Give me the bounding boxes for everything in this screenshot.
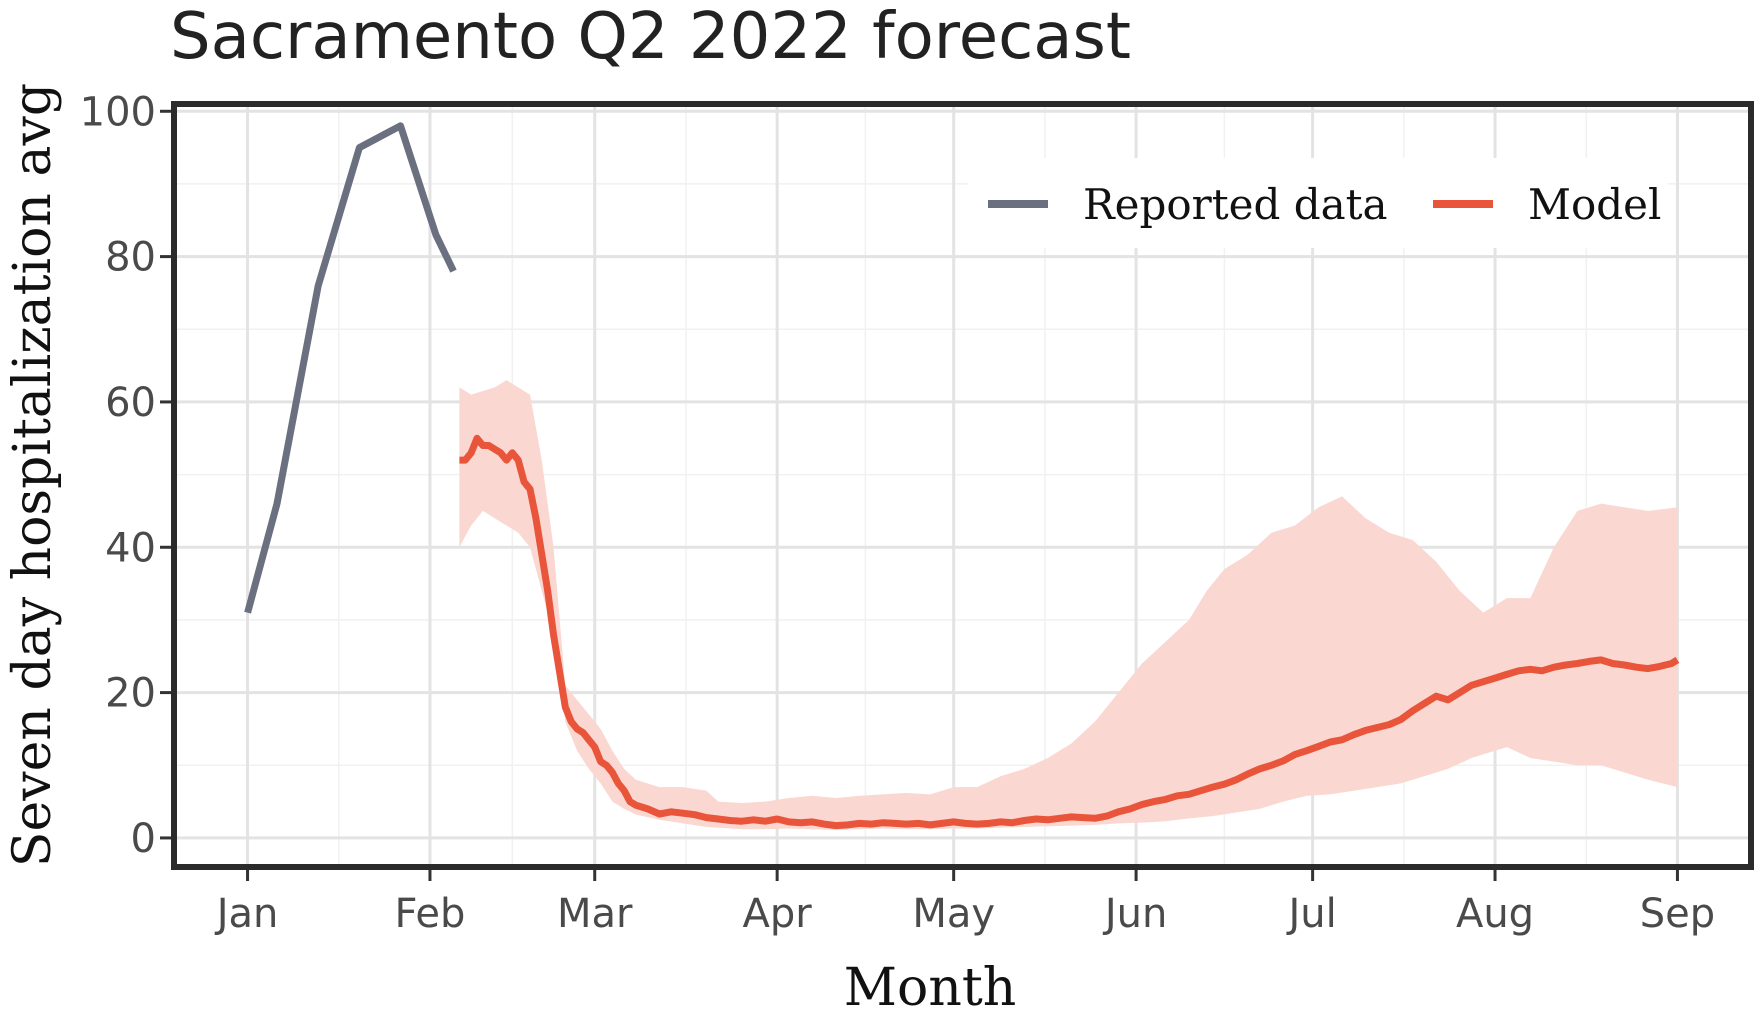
x-tick-label: Apr	[743, 891, 813, 937]
legend-background-layer	[968, 158, 1668, 248]
x-tick-label: Aug	[1456, 891, 1534, 937]
x-tick-label: Mar	[557, 891, 633, 937]
x-tick-label: Feb	[395, 891, 466, 937]
y-axis-title: Seven day hospitalization avg	[3, 83, 63, 867]
y-tick-label: 80	[105, 235, 156, 281]
legend-background	[968, 158, 1668, 248]
model-line	[459, 434, 1680, 830]
confidence-band-layer	[459, 380, 1678, 830]
y-tick-label: 0	[131, 816, 156, 862]
legend: Reported data Model	[988, 180, 1661, 229]
legend-label-model: Model	[1528, 180, 1661, 229]
chart-title: Sacramento Q2 2022 forecast	[170, 0, 1131, 74]
y-axis: 0 20 40 60 80 100	[80, 89, 171, 862]
reported-data-line	[244, 122, 457, 614]
plot-frame	[171, 101, 1754, 870]
x-axis-title: Month	[844, 958, 1016, 1018]
x-axis: Jan Feb Mar Apr May Jun Jul Aug Sep	[214, 870, 1715, 937]
y-tick-label: 40	[105, 525, 156, 571]
x-tick-label: May	[912, 891, 995, 937]
legend-label-reported-data: Reported data	[1083, 180, 1388, 229]
y-tick-label: 60	[105, 380, 156, 426]
series-layer	[244, 122, 1680, 830]
y-tick-label: 20	[105, 671, 156, 717]
model-confidence-band	[459, 380, 1678, 830]
x-tick-label: Jan	[214, 891, 279, 937]
x-tick-label: Jun	[1102, 891, 1168, 937]
x-tick-label: Jul	[1285, 891, 1336, 937]
y-tick-label: 100	[80, 89, 156, 135]
x-tick-label: Sep	[1640, 891, 1715, 937]
